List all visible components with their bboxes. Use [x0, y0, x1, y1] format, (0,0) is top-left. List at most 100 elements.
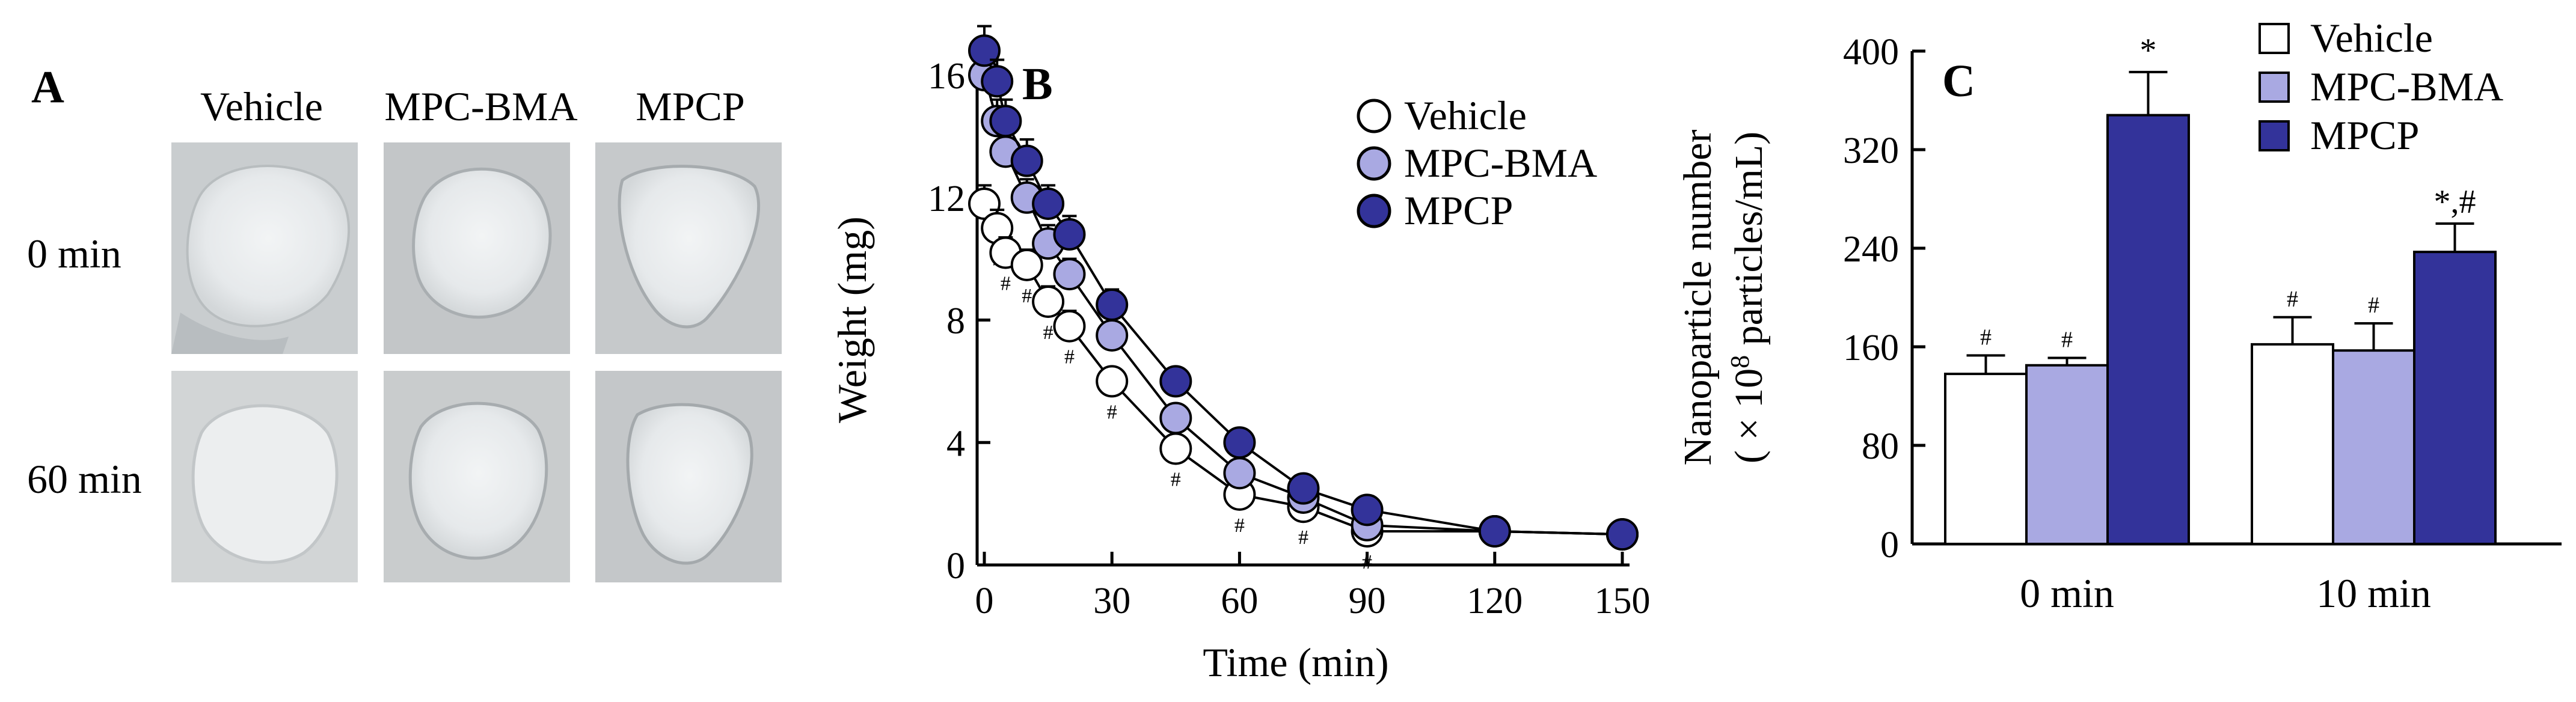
b-data-point	[1053, 258, 1086, 291]
b-legend-label-vehicle: Vehicle	[1404, 93, 1527, 138]
b-significance-mark: #	[1043, 322, 1053, 344]
b-x-tick-label: 30	[1093, 581, 1130, 621]
b-legend-label-mpcp: MPCP	[1404, 188, 1513, 233]
b-y-axis-label: Weight (mg)	[829, 216, 875, 423]
c-y-ticks: 0 80 160 240 320 400	[1843, 32, 1925, 566]
photo-mpcp-60min	[595, 371, 782, 582]
c-legend: Vehicle MPC-BMA MPCP	[2259, 15, 2503, 158]
row-label-0-min: 0 min	[27, 231, 121, 276]
panel-a: A Vehicle MPC-BMA MPCP 0 min 60 min	[27, 62, 782, 582]
b-x-tick-label: 60	[1221, 581, 1258, 621]
b-data-point	[981, 65, 1014, 98]
b-y-tick-label: 12	[928, 179, 965, 219]
b-data-point	[1223, 426, 1256, 459]
b-series: ##########	[968, 25, 1639, 573]
c-legend-label-vehicle: Vehicle	[2310, 15, 2433, 61]
c-y-tick-label: 160	[1843, 328, 1899, 368]
b-significance-mark: #	[1298, 526, 1308, 549]
b-data-point	[1351, 493, 1384, 526]
panel-c-bar-chart: C 0 80 160 240 320 400 # # * # # *,# 0 min 10 min N…	[1676, 15, 2562, 616]
b-series-mpcp	[968, 25, 1639, 551]
b-significance-mark: #	[1022, 285, 1032, 307]
b-x-tick-label: 0	[975, 581, 994, 621]
c-legend-label-mpc-bma: MPC-BMA	[2310, 64, 2503, 109]
c-significance-mark: *	[2140, 32, 2157, 69]
photo-mpcp-0min	[595, 142, 782, 354]
b-data-point	[1606, 518, 1639, 551]
c-y-tick-label: 0	[1880, 525, 1899, 566]
c-y-axis-label-line1: Nanoparticle number	[1676, 130, 1720, 466]
c-y-tick-label: 240	[1843, 229, 1899, 270]
c-y-axis-label-line2: ( × 108 particles/mL)	[1725, 132, 1771, 463]
b-data-point	[1053, 310, 1086, 343]
b-data-point	[1010, 248, 1043, 281]
b-x-tick-label: 150	[1595, 581, 1651, 621]
row-label-60-min: 60 min	[27, 456, 142, 502]
b-x-tick-label: 90	[1349, 581, 1386, 621]
b-significance-mark: #	[1107, 401, 1117, 423]
column-label-mpc-bma: MPC-BMA	[384, 84, 577, 129]
c-legend-swatch-mpc-bma	[2259, 72, 2290, 103]
b-y-tick-label: 0	[946, 546, 965, 587]
b-data-point	[1053, 218, 1086, 251]
b-data-point	[1478, 514, 1511, 548]
c-legend-swatch-vehicle	[2259, 23, 2290, 54]
c-x-tick-label: 10 min	[2316, 570, 2431, 616]
b-data-point	[1010, 144, 1043, 177]
photo-mpc-bma-60min	[384, 371, 570, 582]
b-legend-marker-vehicle	[1357, 99, 1391, 133]
b-significance-mark: #	[1362, 551, 1372, 573]
c-y-tick-label: 400	[1843, 32, 1899, 73]
b-data-point	[1159, 432, 1192, 465]
b-data-point	[1223, 457, 1256, 490]
column-label-mpcp: MPCP	[636, 84, 744, 129]
b-legend: Vehicle MPC-BMA MPCP	[1357, 93, 1597, 233]
b-data-point	[989, 105, 1022, 138]
b-data-point	[1032, 187, 1065, 220]
c-bar-mpc-bma	[2332, 349, 2415, 546]
c-legend-label-mpcp: MPCP	[2310, 112, 2419, 158]
b-significance-mark: #	[1001, 272, 1011, 295]
b-legend-label-mpc-bma: MPC-BMA	[1404, 140, 1597, 186]
photo-vehicle-0min	[171, 142, 358, 354]
panel-a-letter: A	[31, 62, 64, 112]
b-data-point	[1287, 472, 1320, 505]
c-x-tick-labels: 0 min 10 min	[2020, 570, 2431, 616]
b-significance-mark: #	[1171, 468, 1181, 490]
b-data-point	[1096, 319, 1129, 352]
panel-c-letter: C	[1942, 56, 1975, 106]
c-y-axis-label-part1: ( × 10	[1727, 368, 1771, 463]
b-x-axis-label: Time (min)	[1203, 639, 1388, 685]
b-x-tick-label: 120	[1467, 581, 1523, 621]
c-significance-mark: #	[2061, 327, 2073, 352]
b-significance-mark: #	[1064, 346, 1075, 368]
b-y-tick-label: 8	[946, 301, 965, 342]
c-bar-mpc-bma	[2025, 364, 2109, 545]
b-data-point	[1032, 285, 1065, 318]
b-legend-marker-mpc-bma	[1357, 146, 1391, 181]
photo-mpc-bma-0min	[384, 142, 570, 354]
c-legend-swatch-mpcp	[2259, 120, 2290, 151]
b-legend-marker-mpcp	[1357, 194, 1391, 228]
c-bar-vehicle	[1944, 373, 2028, 545]
c-significance-mark: #	[2287, 287, 2298, 312]
b-data-point	[1096, 365, 1129, 398]
c-bar-mpcp	[2106, 114, 2190, 546]
b-y-tick-label: 16	[928, 56, 965, 97]
c-y-axis-label-sup: 8	[1725, 355, 1755, 368]
panel-b-letter: B	[1022, 59, 1053, 109]
b-significance-mark: #	[1234, 514, 1245, 537]
c-bar-vehicle	[2251, 343, 2334, 546]
b-y-tick-label: 4	[946, 423, 965, 464]
c-y-tick-label: 320	[1843, 130, 1899, 171]
panel-b-line-chart: B 0 4 8 12 16 0 30 60 90 120 150 Time (min) Weigh…	[829, 25, 1651, 685]
b-data-point	[968, 34, 1001, 67]
b-data-point	[1096, 288, 1129, 322]
photo-vehicle-60min	[171, 371, 358, 582]
c-bar-mpcp	[2413, 251, 2497, 545]
c-x-tick-label: 0 min	[2020, 570, 2114, 616]
c-significance-mark: #	[1980, 325, 1992, 350]
c-bars: # # * # # *,#	[1944, 32, 2497, 546]
b-data-point	[1159, 365, 1192, 398]
